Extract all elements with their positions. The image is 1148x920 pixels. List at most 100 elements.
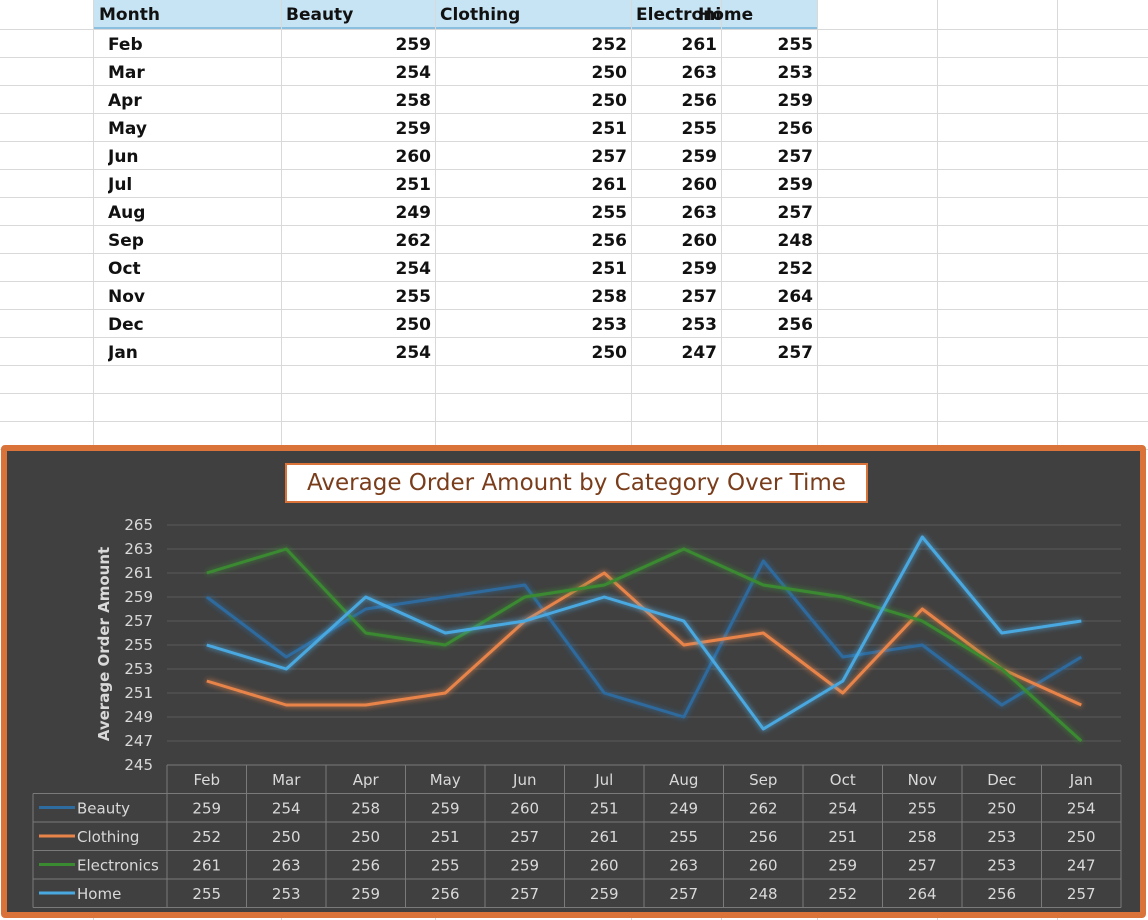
value-cell[interactable]: 259 [681, 147, 718, 167]
value-cell[interactable]: 253 [681, 315, 718, 335]
data-table-value: 250 [987, 800, 1016, 818]
x-category-label: Mar [272, 771, 301, 789]
value-cell[interactable]: 256 [591, 231, 628, 251]
month-cell[interactable]: Aug [108, 203, 146, 223]
value-cell[interactable]: 260 [395, 147, 432, 167]
month-cell[interactable]: Sep [108, 231, 144, 251]
value-cell[interactable]: 262 [395, 231, 432, 251]
legend-label: Beauty [77, 800, 130, 818]
value-cell[interactable]: 257 [681, 287, 718, 307]
value-cell[interactable]: 260 [681, 231, 718, 251]
row-divider [0, 29, 1148, 30]
series-line-home [206, 535, 1082, 731]
value-cell[interactable]: 250 [591, 343, 628, 363]
value-cell[interactable]: 253 [777, 63, 814, 83]
value-cell[interactable]: 251 [591, 119, 628, 139]
data-table-value: 255 [669, 828, 698, 846]
value-cell[interactable]: 255 [591, 203, 628, 223]
value-cell[interactable]: 251 [395, 175, 432, 195]
header-cell[interactable]: Month [99, 5, 160, 25]
value-cell[interactable]: 247 [681, 343, 718, 363]
value-cell[interactable]: 254 [395, 259, 432, 279]
month-cell[interactable]: Jan [108, 343, 138, 363]
data-table-value: 263 [669, 857, 698, 875]
value-cell[interactable]: 259 [681, 259, 718, 279]
month-cell[interactable]: Dec [108, 315, 144, 335]
value-cell[interactable]: 254 [395, 343, 432, 363]
y-tick-label: 263 [124, 540, 153, 558]
value-cell[interactable]: 253 [591, 315, 628, 335]
value-cell[interactable]: 257 [777, 203, 814, 223]
x-category-label: Aug [669, 771, 698, 789]
value-cell[interactable]: 259 [395, 35, 432, 55]
month-cell[interactable]: Mar [108, 63, 145, 83]
value-cell[interactable]: 263 [681, 63, 718, 83]
header-cell[interactable]: Home [698, 5, 754, 25]
value-cell[interactable]: 250 [591, 63, 628, 83]
value-cell[interactable]: 257 [777, 147, 814, 167]
data-table-value: 257 [510, 885, 539, 903]
value-cell[interactable]: 256 [777, 315, 814, 335]
x-category-label: Dec [987, 771, 1016, 789]
data-table-value: 260 [510, 800, 539, 818]
data-table-value: 260 [749, 857, 778, 875]
data-table-value: 259 [590, 885, 619, 903]
month-cell[interactable]: Nov [108, 287, 145, 307]
value-cell[interactable]: 255 [395, 287, 432, 307]
value-cell[interactable]: 254 [395, 63, 432, 83]
data-table-value: 248 [749, 885, 778, 903]
data-table-value: 254 [1067, 800, 1096, 818]
value-cell[interactable]: 252 [591, 35, 628, 55]
row-divider [0, 141, 1148, 142]
line-chart[interactable]: 245 247 249 251 253 255 257 259 261 263 265 Average… [1, 445, 1146, 918]
month-cell[interactable]: Feb [108, 35, 143, 55]
data-table-value: 257 [510, 828, 539, 846]
data-table-value: 256 [431, 885, 460, 903]
value-cell[interactable]: 263 [681, 203, 718, 223]
series-line-electronics [206, 547, 1083, 743]
value-cell[interactable]: 252 [777, 259, 814, 279]
value-cell[interactable]: 251 [591, 259, 628, 279]
value-cell[interactable]: 257 [777, 343, 814, 363]
value-cell[interactable]: 256 [777, 119, 814, 139]
data-table-value: 254 [828, 800, 857, 818]
value-cell[interactable]: 249 [395, 203, 432, 223]
data-table-value: 254 [272, 800, 301, 818]
value-cell[interactable]: 260 [681, 175, 718, 195]
header-cell[interactable]: Electroni [636, 5, 722, 25]
month-cell[interactable]: Jul [108, 175, 133, 195]
row-divider [0, 85, 1148, 86]
value-cell[interactable]: 250 [591, 91, 628, 111]
header-cell[interactable]: Beauty [286, 5, 354, 25]
value-cell[interactable]: 264 [777, 287, 814, 307]
value-cell[interactable]: 250 [395, 315, 432, 335]
value-cell[interactable]: 256 [681, 91, 718, 111]
month-cell[interactable]: Jun [108, 147, 139, 167]
value-cell[interactable]: 258 [591, 287, 628, 307]
x-category-label: Apr [353, 771, 380, 789]
data-table-value: 259 [431, 800, 460, 818]
value-cell[interactable]: 259 [777, 91, 814, 111]
x-category-label: May [430, 771, 461, 789]
value-cell[interactable]: 258 [395, 91, 432, 111]
month-cell[interactable]: Oct [108, 259, 141, 279]
data-table-value: 257 [669, 885, 698, 903]
row-divider [0, 309, 1148, 310]
data-table-value: 259 [351, 885, 380, 903]
month-cell[interactable]: Apr [108, 91, 142, 111]
value-cell[interactable]: 261 [591, 175, 628, 195]
value-cell[interactable]: 248 [777, 231, 814, 251]
chart-title[interactable]: Average Order Amount by Category Over Ti… [285, 463, 868, 503]
value-cell[interactable]: 259 [777, 175, 814, 195]
value-cell[interactable]: 261 [681, 35, 718, 55]
value-cell[interactable]: 255 [777, 35, 814, 55]
row-divider [0, 281, 1148, 282]
data-table-value: 250 [272, 828, 301, 846]
value-cell[interactable]: 259 [395, 119, 432, 139]
value-cell[interactable]: 255 [681, 119, 718, 139]
header-cell[interactable]: Clothing [440, 5, 521, 25]
y-tick-label: 259 [124, 588, 153, 606]
value-cell[interactable]: 257 [591, 147, 628, 167]
month-cell[interactable]: May [108, 119, 147, 139]
